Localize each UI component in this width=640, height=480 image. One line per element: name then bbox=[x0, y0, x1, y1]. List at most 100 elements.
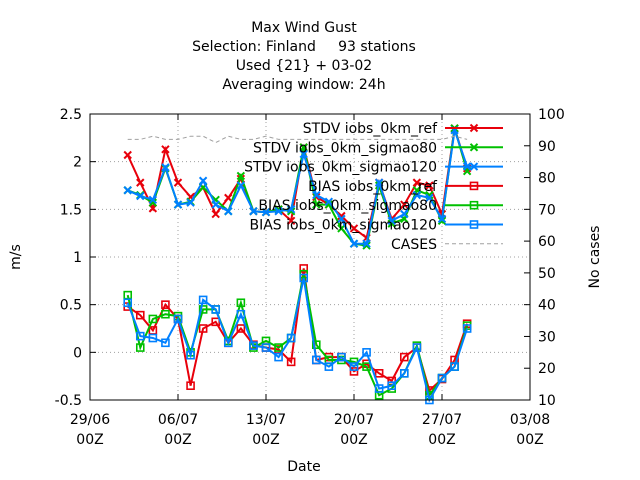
data-point-stroke bbox=[312, 200, 321, 209]
data-point-stroke bbox=[349, 239, 359, 248]
data-point bbox=[349, 224, 359, 233]
data-point bbox=[337, 352, 346, 362]
data-point bbox=[135, 331, 145, 341]
x-axis-label: Date bbox=[287, 459, 320, 475]
chart-title: Max Wind Gust Selection: Finland 93 stat… bbox=[192, 20, 416, 93]
data-point bbox=[161, 338, 170, 348]
series-4 bbox=[123, 269, 472, 400]
data-point-stroke bbox=[337, 211, 346, 221]
data-point bbox=[399, 352, 409, 362]
y2-tick-label: 30 bbox=[538, 329, 556, 345]
data-point bbox=[387, 381, 397, 391]
data-point bbox=[412, 178, 422, 187]
data-point-stroke bbox=[425, 193, 434, 203]
y-axis: -0.5 0 0.5 1 1.5 2 2.5 bbox=[55, 107, 96, 409]
data-point bbox=[224, 193, 233, 203]
x-tick-label: 13/07 bbox=[246, 412, 286, 428]
data-point bbox=[211, 200, 220, 209]
series-line bbox=[126, 274, 469, 398]
data-point-stroke bbox=[437, 214, 447, 224]
data-point bbox=[349, 239, 359, 248]
series-5 bbox=[123, 273, 472, 405]
data-point-stroke bbox=[236, 181, 246, 190]
data-point bbox=[123, 150, 132, 160]
data-point bbox=[324, 197, 334, 206]
data-point-stroke bbox=[337, 224, 346, 233]
y2-tick-label: 100 bbox=[538, 107, 565, 123]
x-tick-label-time: 00Z bbox=[428, 432, 455, 448]
data-point bbox=[324, 200, 334, 209]
data-point bbox=[173, 178, 183, 187]
data-point bbox=[236, 181, 246, 190]
series-line bbox=[126, 277, 469, 403]
data-point bbox=[274, 207, 283, 216]
series-line bbox=[127, 268, 469, 393]
data-point-stroke bbox=[425, 181, 434, 190]
y2-tick-label: 80 bbox=[538, 171, 556, 187]
x-tick-label: 27/07 bbox=[422, 412, 462, 428]
data-point bbox=[173, 200, 183, 209]
data-point bbox=[374, 369, 384, 378]
y2-tick-label: 90 bbox=[538, 139, 556, 155]
y-tick-label: 2 bbox=[73, 155, 82, 171]
title-line-3: Used {21} + 03-02 bbox=[236, 58, 372, 74]
data-point-stroke bbox=[312, 192, 321, 202]
data-point bbox=[412, 343, 422, 352]
data-point bbox=[236, 171, 246, 181]
data-point-stroke bbox=[148, 195, 158, 205]
legend-label: BIAS iobs_0km_sigmao120 bbox=[249, 218, 437, 234]
series-3 bbox=[123, 264, 472, 395]
data-point bbox=[286, 216, 296, 225]
data-point bbox=[299, 264, 309, 273]
legend-swatch-marker bbox=[469, 123, 479, 133]
x-tick-label: 20/07 bbox=[334, 412, 374, 428]
data-point bbox=[400, 209, 409, 219]
data-point bbox=[425, 193, 434, 203]
legend-swatch-marker bbox=[469, 143, 479, 152]
data-point bbox=[148, 195, 158, 205]
title-line-4: Averaging window: 24h bbox=[222, 77, 385, 93]
data-point-stroke bbox=[211, 209, 220, 219]
data-point bbox=[261, 343, 271, 352]
data-point bbox=[135, 310, 145, 320]
data-point bbox=[211, 317, 221, 327]
data-point bbox=[186, 350, 195, 360]
data-point bbox=[261, 207, 271, 217]
series-line bbox=[127, 135, 468, 144]
legend-swatch-marker-stroke bbox=[469, 162, 479, 171]
data-point bbox=[224, 207, 233, 216]
data-point-stroke bbox=[123, 186, 132, 195]
x-tick-label: 06/07 bbox=[158, 412, 198, 428]
legend-swatch-marker-stroke bbox=[469, 123, 479, 133]
y-tick-label: 1.5 bbox=[60, 202, 82, 218]
data-point-stroke bbox=[312, 190, 321, 200]
data-point-stroke bbox=[236, 171, 246, 181]
data-point bbox=[412, 190, 422, 200]
data-point bbox=[161, 145, 170, 154]
title-line-2: Selection: Finland 93 stations bbox=[192, 39, 416, 55]
data-point bbox=[286, 205, 296, 214]
legend-swatch-marker-stroke bbox=[469, 143, 479, 152]
x-tick-label-time: 00Z bbox=[516, 432, 543, 448]
data-point bbox=[337, 224, 346, 233]
y-axis-label: m/s bbox=[8, 244, 24, 270]
data-point bbox=[399, 369, 409, 378]
y2-tick-label: 50 bbox=[538, 266, 556, 282]
x-axis: 29/06 00Z 06/07 00Z 13/07 00Z 20/07 00Z 27/07 00Z… bbox=[70, 114, 550, 448]
legend-swatch-marker bbox=[469, 162, 479, 171]
data-point bbox=[425, 181, 434, 190]
legend-label: BIAS iobs_0km_sigmao80 bbox=[258, 198, 437, 214]
data-point bbox=[362, 362, 371, 371]
data-point bbox=[362, 348, 371, 357]
data-point bbox=[450, 362, 459, 371]
y2-axis-label: No cases bbox=[587, 226, 603, 289]
y2-tick-label: 60 bbox=[538, 234, 556, 250]
data-point bbox=[387, 216, 396, 225]
data-point bbox=[223, 338, 233, 348]
data-point-stroke bbox=[374, 178, 384, 187]
data-point bbox=[198, 305, 208, 314]
y-tick-label: -0.5 bbox=[55, 393, 82, 409]
x-tick-label: 03/08 bbox=[510, 412, 550, 428]
data-point-stroke bbox=[286, 207, 296, 216]
